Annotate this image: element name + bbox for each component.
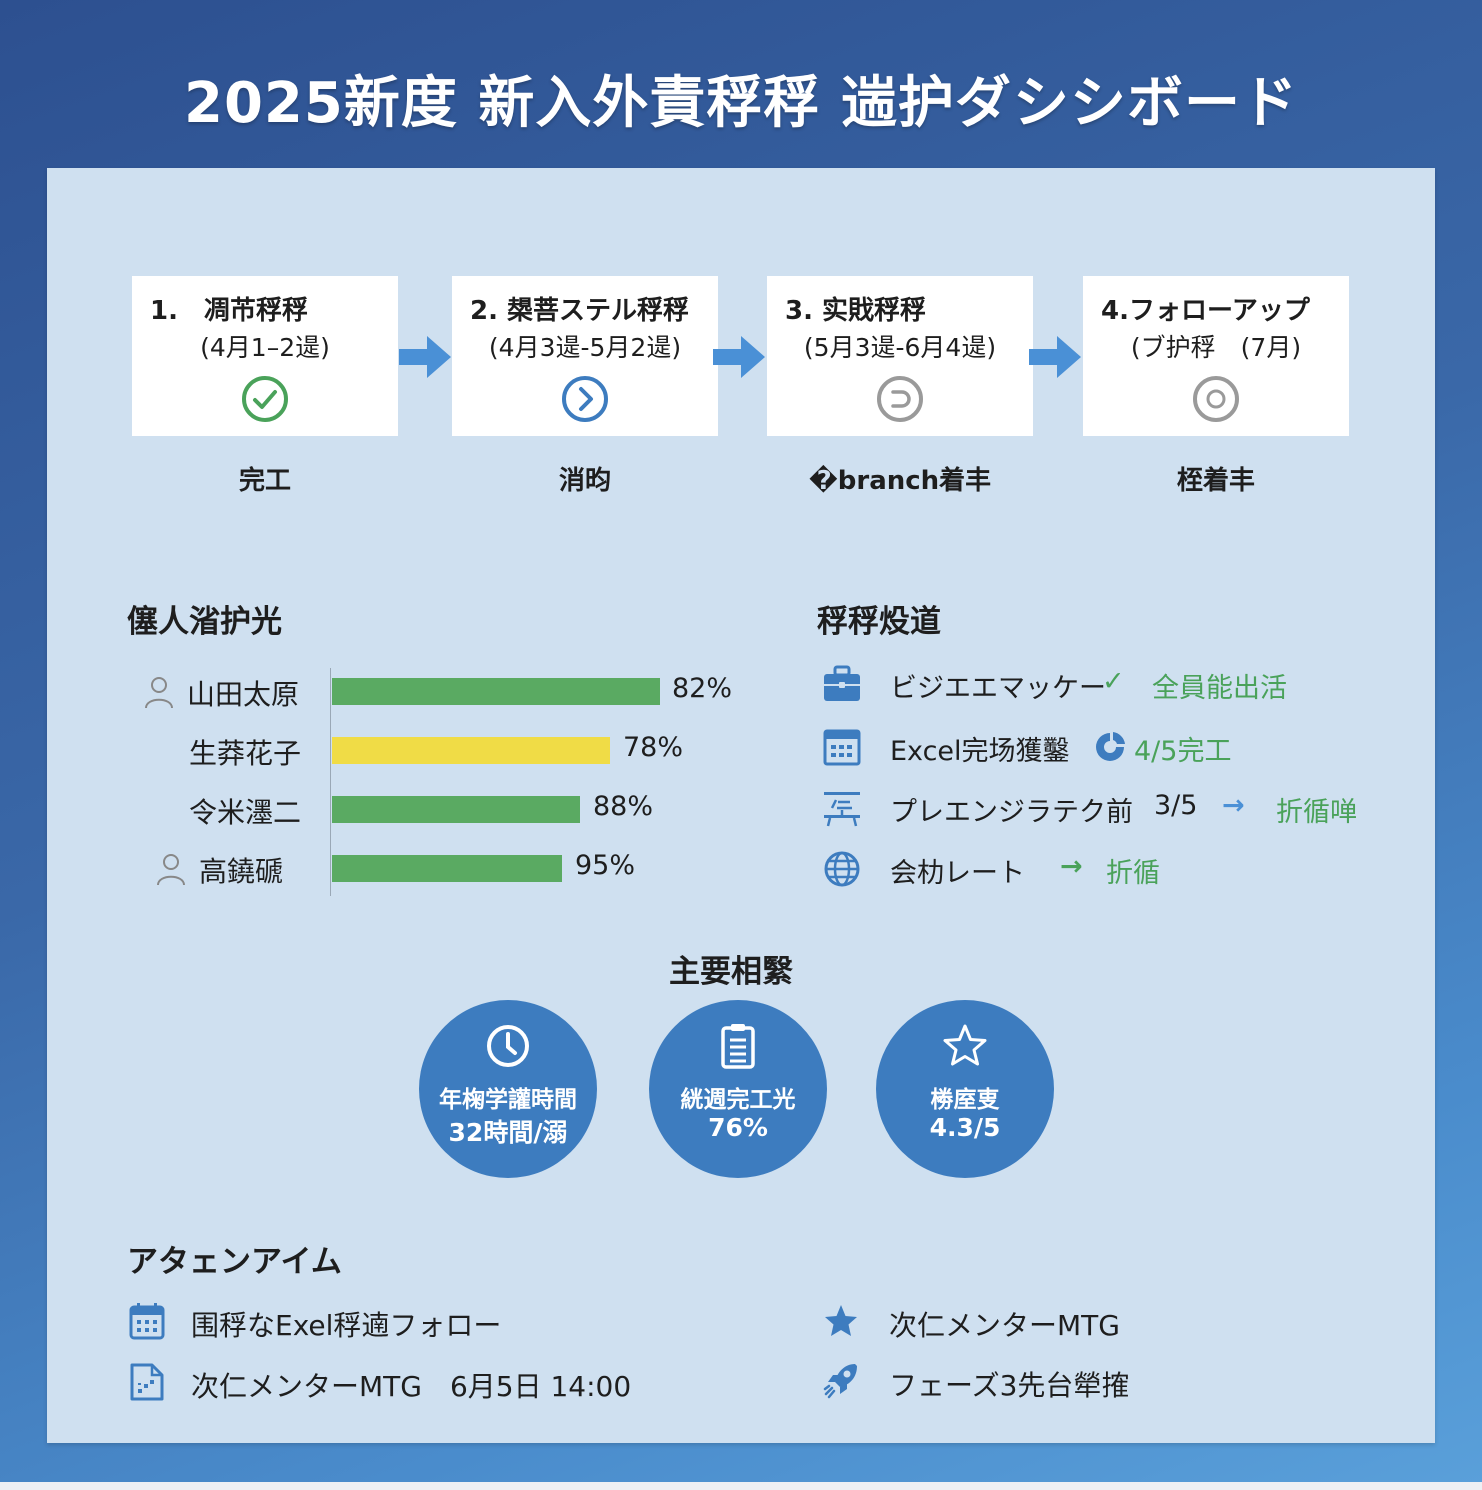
user-icon (145, 677, 173, 709)
person-name: 令米濹二 (189, 796, 302, 829)
step-period: (ブ护稃 (7月) (1130, 333, 1302, 362)
training-name: 会朸レート (890, 858, 1025, 889)
person-name: 山田太原 (187, 678, 300, 711)
globe-icon (824, 851, 860, 887)
target-circle-icon (1193, 376, 1239, 422)
training-status: 折循 (1106, 858, 1160, 889)
step-title: 4.フォローアップ (1101, 296, 1310, 326)
person-row: 高鐃磃 (137, 848, 777, 888)
calendar-icon (823, 729, 861, 766)
person-row: 山田太原 (137, 671, 777, 711)
rocket-icon (823, 1364, 857, 1399)
progress-bar (332, 737, 610, 764)
star-filled-icon (825, 1305, 857, 1336)
step-period: (5月3遈-6月4遈) (803, 333, 997, 362)
step-status-1: 完工 (238, 466, 291, 496)
kpi-card: 絖週完工光 76% (649, 1000, 827, 1178)
progress-percent: 78% (623, 732, 684, 763)
clock-icon (487, 1025, 529, 1067)
document-icon (130, 1363, 164, 1401)
step-card-1[interactable]: 1. 凋芇稃稃 (4月1–2遈) (132, 276, 398, 436)
arrow-right-icon (713, 336, 765, 378)
step-status-4: 桎着丰 (1176, 466, 1255, 496)
action-text: 围稃なExel稃遖フォロー (191, 1309, 502, 1342)
star-outline-icon (943, 1024, 987, 1066)
training-status: 折循啴 (1276, 797, 1357, 828)
kpi-value: 76% (708, 1113, 768, 1142)
training-status: 全員能出活 (1152, 673, 1287, 704)
training-count: 3/5 (1154, 790, 1198, 821)
clipboard-icon (721, 1024, 755, 1069)
training-name: ビジエエマッケー (890, 673, 1106, 704)
actions-section-title: アタェンアイム (127, 1244, 342, 1280)
training-name: プレエンジラテク前 (890, 797, 1133, 828)
training-item: Excel完场獲鑿 4/5完工 (822, 725, 1402, 769)
kpi-label: 椦庢叓 (930, 1087, 1000, 1113)
progress-bar (332, 678, 660, 705)
person-row: 生莽花子 (137, 730, 777, 770)
person-name: 生莽花子 (189, 737, 302, 770)
dashboard-panel: 1. 凋芇稃稃 (4月1–2遈) 完工 2. 槼菩ステル稃稃 (4月3遈-5月2… (47, 168, 1435, 1443)
kpi-value: 32時間/溺 (448, 1118, 568, 1147)
kpi-section-title: 主要相繄 (669, 954, 793, 990)
training-item: プレエンジラテク前 3/5 → 折循啴 (822, 786, 1402, 830)
kpi-card: 年椈学讙時間 32時間/溺 (419, 1000, 597, 1178)
chevron-right-circle-icon (562, 376, 608, 422)
kpi-label: 絖週完工光 (680, 1087, 796, 1113)
arrow-right-icon (399, 336, 451, 378)
person-name: 高鐃磃 (199, 855, 284, 888)
kpi-label: 年椈学讙時間 (439, 1087, 577, 1113)
training-item: ビジエエマッケー ✓ 全員能出活 (822, 662, 1402, 706)
check-icon: ✓ (1102, 666, 1125, 697)
pie-progress-icon (1096, 732, 1125, 761)
progress-bar (332, 855, 562, 882)
arrow-right-icon (1029, 336, 1081, 378)
kpi-card: 椦庢叓 4.3/5 (876, 1000, 1054, 1178)
briefcase-icon (824, 665, 860, 701)
progress-percent: 88% (593, 791, 654, 822)
page-title: 2025新度 新入外責稃稃 遄护ダシシボード (184, 71, 1298, 136)
step-status-3: �branch着丰 (808, 466, 992, 496)
person-row: 令米濹二 (137, 789, 777, 829)
progress-section-title: 僿人渻护光 (127, 604, 282, 640)
bottom-strip (0, 1482, 1482, 1490)
kpi-value: 4.3/5 (929, 1113, 1001, 1142)
user-icon (157, 854, 185, 886)
step-status-2: 消昀 (558, 466, 611, 496)
arrow-right-icon: → (1222, 790, 1245, 821)
bar-axis (330, 668, 331, 896)
training-name: Excel完场獲鑿 (890, 736, 1070, 767)
progress-percent: 82% (672, 673, 733, 704)
training-status: 4/5完工 (1134, 736, 1232, 767)
calendar-icon (129, 1303, 165, 1340)
step-card-4[interactable]: 4.フォローアップ (ブ护稃 (7月) (1083, 276, 1349, 436)
step-period: (4月3遈-5月2遈) (488, 333, 682, 362)
pending-circle-icon (877, 376, 923, 422)
step-card-2[interactable]: 2. 槼菩ステル稃稃 (4月3遈-5月2遈) (452, 276, 718, 436)
progress-percent: 95% (575, 850, 636, 881)
progress-bar (332, 796, 580, 823)
step-title: 3. 实戝稃稃 (785, 296, 927, 326)
step-title: 2. 槼菩ステル稃稃 (470, 296, 690, 326)
training-section-title: 稃稃炈道 (817, 604, 941, 640)
action-text: フェーズ3先台犖搉 (889, 1369, 1130, 1402)
action-text: 次仁メンターMTG 6月5日 14:00 (191, 1370, 632, 1403)
step-period: (4月1–2遈) (200, 333, 330, 362)
step-card-3[interactable]: 3. 实戝稃稃 (5月3遈-6月4遈) (767, 276, 1033, 436)
action-text: 次仁メンターMTG (889, 1309, 1120, 1342)
presentation-icon (824, 792, 860, 827)
arrow-right-icon: → (1060, 851, 1083, 882)
check-circle-icon (242, 376, 288, 422)
training-item: 会朸レート → 折循 (822, 847, 1402, 891)
step-title: 1. 凋芇稃稃 (150, 296, 308, 326)
